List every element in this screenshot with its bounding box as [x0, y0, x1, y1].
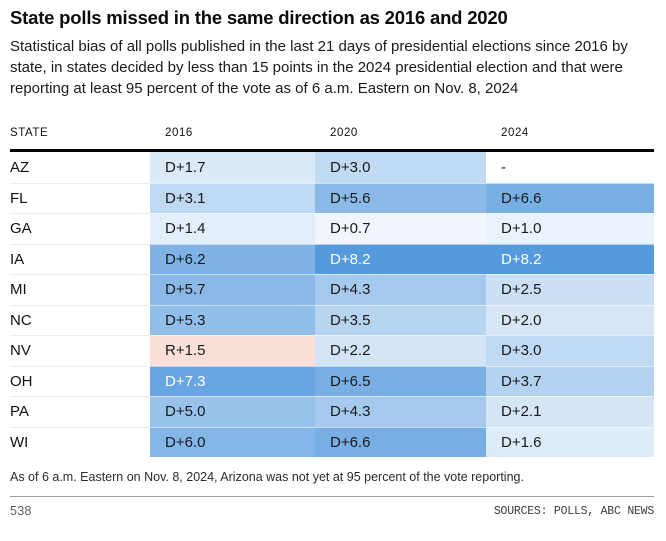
bias-cell: D+6.5 — [315, 365, 486, 396]
brand-logo: 538 — [10, 504, 32, 518]
bias-cell: D+5.7 — [150, 274, 315, 305]
table-row: MI D+5.7 D+4.3 D+2.5 — [10, 274, 654, 305]
table-row: NC D+5.3 D+3.5 D+2.0 — [10, 304, 654, 336]
bias-cell: D+1.4 — [150, 213, 315, 244]
table-row: OH D+7.3 D+6.5 D+3.7 — [10, 365, 654, 397]
state-label: NC — [10, 304, 150, 336]
table-row: IA D+6.2 D+8.2 D+8.2 — [10, 243, 654, 275]
bias-cell: D+6.6 — [315, 426, 486, 457]
chart-title: State polls missed in the same direction… — [10, 7, 508, 28]
bias-cell: D+2.2 — [315, 335, 486, 366]
state-label: AZ — [10, 158, 30, 176]
table-row: GA D+1.4 D+0.7 D+1.0 — [10, 213, 654, 244]
column-header-2020: 2020 — [330, 127, 358, 139]
footer-divider — [10, 496, 654, 497]
header-rule — [10, 149, 654, 152]
bias-cell: R+1.5 — [150, 335, 315, 366]
column-header-state: STATE — [10, 127, 49, 139]
bias-cell: D+2.0 — [486, 304, 654, 335]
sources-credit: SOURCES: POLLS, ABC NEWS — [493, 504, 654, 518]
bias-cell: D+7.3 — [150, 365, 315, 396]
bias-cell: D+3.5 — [315, 304, 486, 335]
bias-cell: D+8.2 — [486, 243, 654, 274]
bias-cell: D+3.0 — [486, 335, 654, 366]
bias-cell: D+3.1 — [150, 182, 315, 213]
bias-cell: D+1.7 — [150, 152, 315, 183]
table-row: WI D+6.0 D+6.6 D+1.6 — [10, 426, 654, 458]
state-label: GA — [10, 213, 150, 244]
bias-cell: D+3.7 — [486, 365, 654, 396]
bias-cell: - — [501, 158, 506, 176]
bias-cell: D+2.1 — [486, 396, 654, 427]
bias-cell: D+8.2 — [315, 243, 486, 274]
bias-cell: D+2.5 — [486, 274, 654, 305]
bias-cell: D+1.0 — [486, 213, 654, 244]
table-row: FL D+3.1 D+5.6 D+6.6 — [10, 182, 654, 214]
state-label: OH — [10, 365, 150, 397]
state-label: IA — [10, 243, 150, 275]
table-body: AZ D+1.7 D+3.0- FL D+3.1 D+5.6 D+6.6 GA D+1.4 D+0… — [10, 152, 654, 457]
state-label: PA — [10, 396, 150, 427]
table-header-row: STATE 2016 2020 2024 — [10, 125, 654, 139]
state-label: WI — [10, 426, 150, 458]
table-row: PA D+5.0 D+4.3 D+2.1 — [10, 396, 654, 427]
state-label: NV — [10, 335, 150, 366]
bias-cell: D+1.6 — [486, 426, 654, 457]
table-row: AZ D+1.7 D+3.0- — [10, 152, 654, 183]
chart-container: State polls missed in the same direction… — [10, 7, 654, 518]
bias-cell: D+6.6 — [486, 182, 654, 213]
footnote: As of 6 a.m. Eastern on Nov. 8, 2024, Ar… — [10, 470, 524, 484]
column-header-2024: 2024 — [501, 127, 529, 139]
bias-cell: D+4.3 — [315, 274, 486, 305]
bias-cell: D+5.3 — [150, 304, 315, 335]
bias-cell: D+6.2 — [150, 243, 315, 274]
state-label: MI — [10, 274, 150, 305]
footer: 538 SOURCES: POLLS, ABC NEWS — [10, 504, 654, 518]
column-header-2016: 2016 — [165, 127, 193, 139]
bias-cell: D+0.7 — [315, 213, 486, 244]
bias-cell: D+6.0 — [150, 426, 315, 457]
table-row: NV R+1.5 D+2.2 D+3.0 — [10, 335, 654, 366]
state-label: FL — [10, 182, 150, 214]
bias-cell: D+5.6 — [315, 182, 486, 213]
chart-subtitle: Statistical bias of all polls published … — [10, 38, 628, 97]
bias-cell: D+4.3 — [315, 396, 486, 427]
bias-cell: D+3.0 — [315, 152, 486, 183]
bias-cell: D+5.0 — [150, 396, 315, 427]
